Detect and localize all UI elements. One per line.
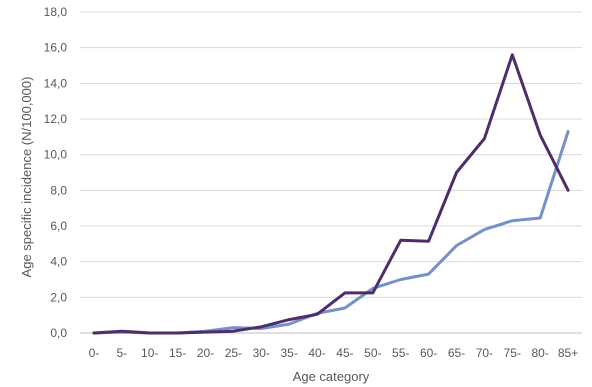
y-tick-label: 16,0 bbox=[44, 41, 68, 55]
x-tick-label: 55- bbox=[392, 346, 409, 360]
y-axis-title: Age specific incidence (N/100,000) bbox=[19, 77, 34, 278]
x-tick-label: 50- bbox=[364, 346, 381, 360]
x-tick-label: 30- bbox=[253, 346, 270, 360]
y-tick-label: 8,0 bbox=[50, 183, 67, 197]
y-tick-label: 12,0 bbox=[44, 112, 68, 126]
x-tick-label: 10- bbox=[141, 346, 158, 360]
y-tick-label: 0,0 bbox=[50, 326, 67, 340]
x-tick-label: 40- bbox=[308, 346, 325, 360]
gridlines bbox=[80, 11, 582, 334]
x-tick-label: 0- bbox=[89, 346, 100, 360]
x-tick-label: 60- bbox=[420, 346, 437, 360]
x-tick-label: 65- bbox=[448, 346, 465, 360]
series-lines bbox=[92, 53, 570, 335]
x-tick-label: 15- bbox=[169, 346, 186, 360]
x-tick-label: 70- bbox=[476, 346, 493, 360]
y-tick-label: 10,0 bbox=[44, 148, 68, 162]
x-tick-label: 80- bbox=[531, 346, 548, 360]
y-tick-label: 18,0 bbox=[44, 5, 68, 19]
x-tick-label: 35- bbox=[280, 346, 297, 360]
y-tick-label: 2,0 bbox=[50, 290, 67, 304]
x-tick-label: 20- bbox=[197, 346, 214, 360]
y-axis-ticks: 0,0 2,0 4,0 6,0 8,0 10,0 12,0 14,0 16,0 18,0 bbox=[44, 5, 68, 340]
x-axis-title: Age category bbox=[293, 369, 370, 384]
y-tick-label: 6,0 bbox=[50, 219, 67, 233]
x-tick-label: 5- bbox=[116, 346, 127, 360]
y-tick-label: 14,0 bbox=[44, 76, 68, 90]
x-axis-ticks: 0- 5- 10- 15- 20- 25- 30- 35- 40- 45- 50- 55- 60- 65-… bbox=[89, 346, 579, 360]
x-tick-label: 75- bbox=[504, 346, 521, 360]
x-tick-label: 25- bbox=[225, 346, 242, 360]
x-tick-label: 85+ bbox=[558, 346, 578, 360]
y-tick-label: 4,0 bbox=[50, 255, 67, 269]
x-tick-label: 45- bbox=[336, 346, 353, 360]
series-line-2 bbox=[92, 53, 570, 335]
